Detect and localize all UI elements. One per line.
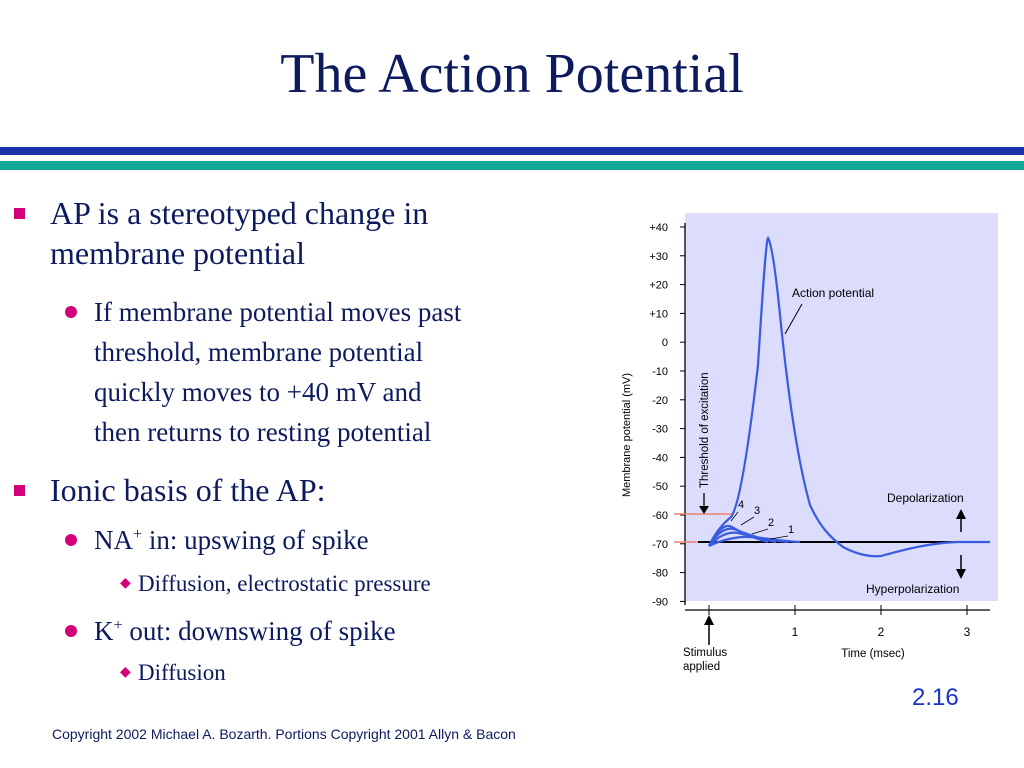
y-tick-label: -50: [652, 481, 668, 493]
sub-bullet-na: NA+ in: upswing of spike: [94, 525, 369, 555]
arrow-down-icon: [699, 506, 709, 514]
y-tick-label: 0: [662, 337, 668, 349]
leader-line: [730, 511, 739, 522]
sub-bullet-text-line: quickly moves to +40 mV and: [94, 377, 422, 407]
sub-bullet-k: K+ out: downswing of spike: [94, 616, 396, 646]
y-tick-label: -80: [652, 568, 668, 580]
stimulus-label: Stimulus: [683, 647, 727, 659]
y-tick-label: -70: [652, 539, 668, 551]
subthreshold-curve-1: [708, 535, 801, 547]
detail-na: Diffusion, electrostatic pressure: [138, 571, 431, 596]
stimulus-label: applied: [683, 661, 720, 673]
curve-label-4: 4: [738, 499, 744, 511]
leader-line: [769, 535, 789, 540]
sub-bullet-text-line: threshold, membrane potential: [94, 337, 424, 367]
square-bullet-icon: [14, 485, 25, 496]
leader-line: [740, 516, 755, 526]
x-tick-label: 3: [964, 625, 971, 639]
action-potential-label: Action potential: [792, 286, 874, 300]
detail-k: Diffusion: [138, 660, 226, 685]
curve-label-3: 3: [754, 505, 760, 517]
y-axis-title: Membrane potential (mV): [621, 373, 633, 497]
bullet-ionic-basis: Ionic basis of the AP:: [50, 472, 326, 508]
plot-background: [685, 213, 998, 601]
circle-bullet-icon: [65, 534, 77, 546]
bullet-ap-stereotyped: AP is a stereotyped change in membrane p…: [50, 193, 610, 273]
x-tick-label: 2: [878, 625, 885, 639]
y-tick-label: -90: [652, 596, 668, 608]
action-potential-curve: [708, 235, 990, 558]
y-tick-label: -60: [652, 510, 668, 522]
circle-bullet-icon: [65, 306, 77, 318]
sub-bullet-text-line: If membrane potential moves past: [94, 297, 462, 327]
action-potential-diagram: +40 +30 +20 +10 0 -10 -20 -30 -40 -50 -60 -70 -80 -90…: [618, 205, 1008, 685]
y-tick-label: -40: [652, 452, 668, 464]
depolarization-label: Depolarization: [887, 491, 964, 505]
square-bullet-icon: [14, 208, 25, 219]
slide-title: The Action Potential: [280, 43, 744, 105]
slide-number: 2.16: [912, 684, 959, 711]
title-divider-teal: [0, 161, 1024, 170]
bullet-text-line: AP is a stereotyped change in: [50, 195, 429, 231]
arrow-up-icon: [956, 509, 966, 519]
title-divider-blue: [0, 147, 1024, 155]
y-tick-label: +40: [649, 222, 668, 234]
leader-line: [751, 528, 769, 535]
curve-label-2: 2: [768, 517, 774, 529]
bullet-text-line: membrane potential: [50, 235, 306, 271]
diamond-bullet-icon: ◆: [120, 576, 131, 591]
x-axis-ticks: 1 2 3: [708, 605, 971, 639]
x-axis-title: Time (msec): [841, 648, 905, 660]
y-axis-ticks: +40 +30 +20 +10 0 -10 -20 -30 -40 -50 -60 -70 -80 -90: [649, 222, 685, 608]
action-potential-figure: +40 +30 +20 +10 0 -10 -20 -30 -40 -50 -60 -70 -80 -90…: [621, 213, 998, 673]
action-potential-leader: [784, 303, 803, 335]
y-tick-label: -10: [652, 366, 668, 378]
curve-label-1: 1: [788, 524, 794, 536]
y-tick-label: -20: [652, 395, 668, 407]
x-tick-label: 1: [792, 625, 799, 639]
sub-bullet-threshold: If membrane potential moves past thresho…: [94, 292, 594, 452]
sub-bullet-text-line: then returns to resting potential: [94, 417, 432, 447]
arrow-up-icon: [704, 615, 714, 625]
y-tick-label: +20: [649, 280, 668, 292]
y-tick-label: +30: [649, 251, 668, 263]
arrow-down-icon: [956, 569, 966, 579]
hyperpolarization-label: Hyperpolarization: [866, 582, 959, 596]
diamond-bullet-icon: ◆: [120, 665, 131, 680]
circle-bullet-icon: [65, 625, 77, 637]
y-tick-label: +10: [649, 308, 668, 320]
copyright-notice: Copyright 2002 Michael A. Bozarth. Porti…: [52, 726, 516, 742]
threshold-label: Threshold of excitation: [699, 372, 711, 488]
y-tick-label: -30: [652, 424, 668, 436]
